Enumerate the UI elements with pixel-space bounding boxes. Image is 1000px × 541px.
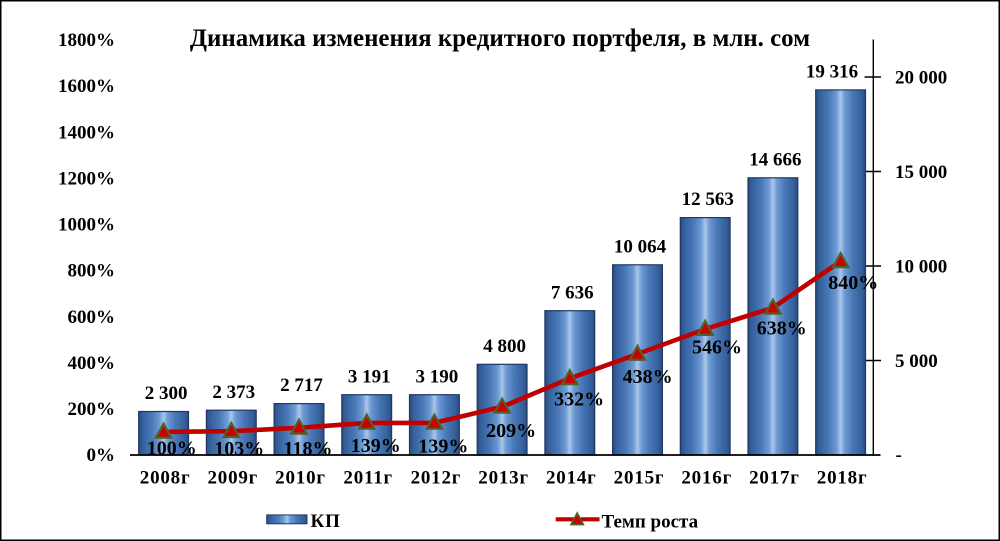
svg-text:400%: 400%: [68, 353, 116, 374]
svg-text:-: -: [896, 445, 902, 466]
svg-text:19 316: 19 316: [806, 62, 858, 83]
svg-text:10 064: 10 064: [614, 236, 667, 257]
svg-text:638%: 638%: [757, 317, 807, 339]
svg-text:2013г: 2013г: [478, 467, 529, 488]
svg-text:332%: 332%: [554, 389, 604, 411]
svg-text:800%: 800%: [68, 261, 116, 282]
svg-text:4 800: 4 800: [483, 336, 526, 357]
svg-text:15 000: 15 000: [895, 162, 947, 183]
svg-text:209%: 209%: [486, 420, 536, 442]
svg-text:840%: 840%: [828, 272, 878, 294]
svg-text:2008г: 2008г: [140, 467, 191, 488]
svg-text:2014г: 2014г: [546, 467, 597, 488]
svg-text:2011г: 2011г: [343, 467, 393, 488]
svg-text:438%: 438%: [623, 366, 673, 388]
svg-text:10 000: 10 000: [895, 257, 947, 278]
svg-text:2 373: 2 373: [212, 382, 255, 403]
svg-text:3 191: 3 191: [348, 366, 391, 387]
svg-text:1600%: 1600%: [58, 76, 115, 97]
svg-text:139%: 139%: [351, 435, 401, 457]
svg-text:7 636: 7 636: [551, 282, 594, 303]
svg-text:Динамика изменения кредитного: Динамика изменения кредитного портфеля, …: [190, 25, 810, 52]
svg-text:139%: 139%: [418, 435, 468, 457]
svg-text:546%: 546%: [692, 337, 742, 359]
svg-text:200%: 200%: [68, 399, 116, 420]
svg-text:12 563: 12 563: [682, 189, 734, 210]
svg-text:600%: 600%: [68, 307, 116, 328]
svg-text:КП: КП: [311, 511, 341, 532]
svg-text:20 000: 20 000: [895, 68, 947, 89]
svg-text:2018г: 2018г: [817, 467, 868, 488]
svg-text:100%: 100%: [147, 438, 197, 460]
svg-text:2 300: 2 300: [145, 383, 188, 404]
svg-text:1800%: 1800%: [58, 30, 115, 51]
svg-text:0%: 0%: [87, 445, 116, 466]
svg-text:2 717: 2 717: [280, 375, 323, 396]
svg-text:118%: 118%: [284, 438, 333, 460]
svg-text:2016г: 2016г: [681, 467, 732, 488]
svg-text:103%: 103%: [214, 438, 264, 460]
svg-text:1400%: 1400%: [58, 122, 115, 143]
svg-text:2010г: 2010г: [275, 467, 326, 488]
svg-text:14 666: 14 666: [749, 149, 801, 170]
svg-text:2017г: 2017г: [749, 467, 800, 488]
svg-text:5 000: 5 000: [895, 351, 938, 372]
svg-text:Темп роста: Темп роста: [602, 511, 699, 532]
svg-text:2012г: 2012г: [411, 467, 462, 488]
svg-text:2015г: 2015г: [614, 467, 665, 488]
svg-text:1000%: 1000%: [58, 215, 115, 236]
svg-text:1200%: 1200%: [58, 168, 115, 189]
svg-text:3 190: 3 190: [416, 366, 459, 387]
svg-text:2009г: 2009г: [207, 467, 258, 488]
